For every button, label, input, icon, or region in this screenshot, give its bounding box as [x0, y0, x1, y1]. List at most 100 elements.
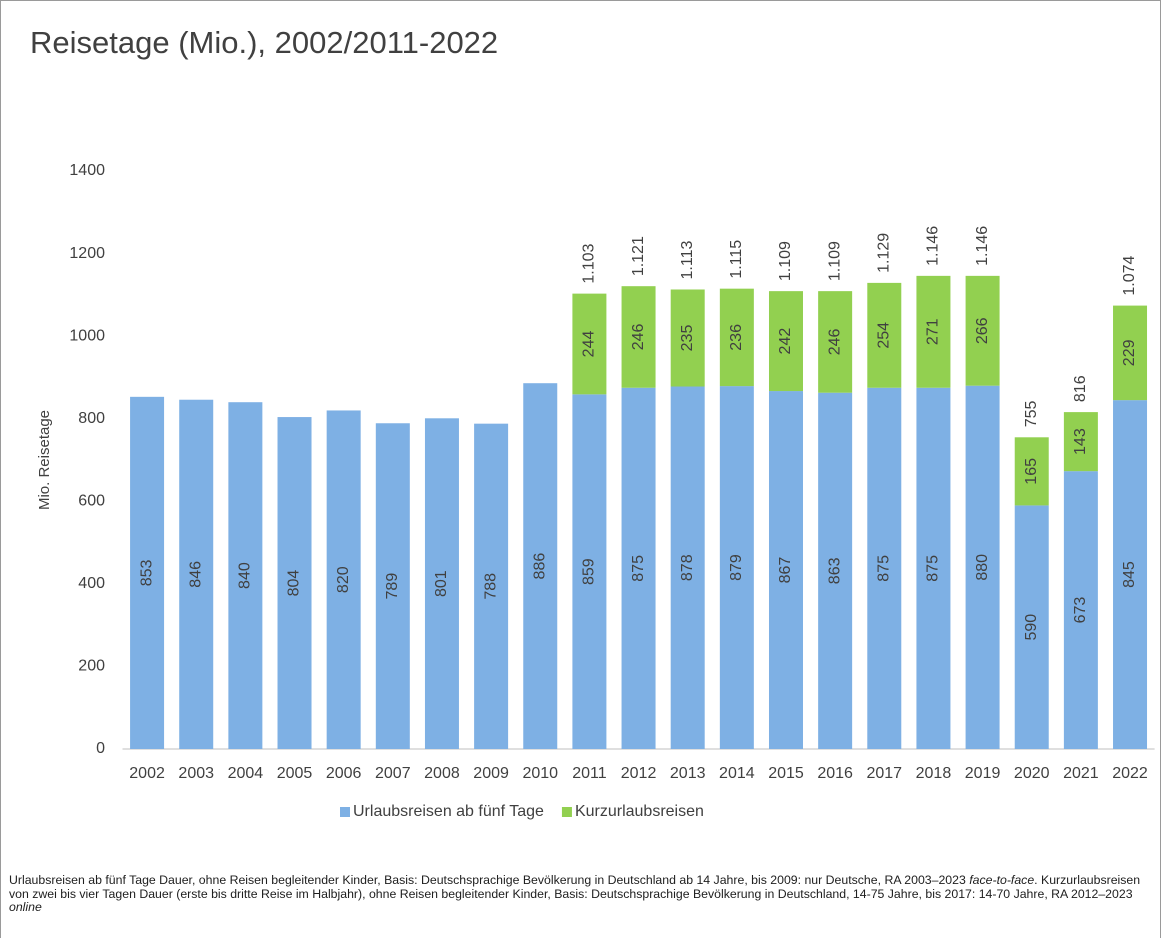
- bar-segment: [965, 385, 1000, 749]
- value-label: 804: [286, 570, 303, 597]
- x-tick-label: 2010: [522, 765, 558, 782]
- value-label: 875: [876, 555, 893, 582]
- bar-segment: [424, 418, 459, 749]
- x-tick-label: 2003: [178, 765, 214, 782]
- value-label: 673: [1072, 597, 1089, 624]
- x-tick-label: 2016: [817, 765, 853, 782]
- bar-segment: [179, 399, 214, 749]
- value-label: 878: [679, 554, 696, 581]
- value-label: 229: [1121, 339, 1138, 366]
- value-label: 165: [1023, 458, 1040, 485]
- bar-segment: [670, 289, 705, 387]
- value-label: 242: [777, 328, 794, 355]
- y-tick-label: 800: [78, 410, 105, 427]
- bar-segment: [768, 391, 803, 749]
- bar-segment: [1113, 400, 1148, 749]
- footnote-text: . Kurzurlaubsreisen von zwei bis vier Ta…: [9, 873, 1141, 901]
- value-label: 788: [482, 573, 499, 600]
- bar-segment: [326, 410, 361, 749]
- y-axis-label: Mio. Reisetage: [36, 410, 53, 510]
- value-label: 867: [777, 557, 794, 584]
- value-label: 235: [679, 325, 696, 352]
- total-label: 816: [1072, 375, 1089, 402]
- bar-segment: [965, 275, 1000, 386]
- bar-segment: [523, 383, 558, 749]
- y-tick-label: 1000: [69, 327, 105, 344]
- bar-segment: [621, 387, 656, 749]
- footnote-text: face-to-face: [969, 873, 1035, 887]
- bar-segment: [916, 275, 951, 388]
- x-tick-label: 2004: [228, 765, 264, 782]
- legend-label: Kurzurlaubsreisen: [575, 803, 704, 820]
- bar-segment: [130, 396, 165, 749]
- chart-title: Reisetage (Mio.), 2002/2011-2022: [30, 25, 498, 60]
- total-label: 1.074: [1121, 255, 1138, 295]
- bar-segment: [768, 291, 803, 392]
- x-tick-label: 2011: [572, 765, 607, 782]
- bar-segment: [818, 291, 853, 393]
- x-tick-label: 2018: [916, 765, 952, 782]
- footnote: Urlaubsreisen ab fünf Tage Dauer, ohne R…: [9, 873, 1149, 915]
- total-label: 755: [1023, 400, 1040, 427]
- value-label: 266: [974, 317, 991, 344]
- value-label: 820: [335, 566, 352, 593]
- bar-segment: [1113, 305, 1148, 401]
- legend-swatch: [561, 807, 572, 817]
- bar-segment: [572, 394, 607, 749]
- y-tick-label: 1400: [69, 162, 105, 179]
- total-label: 1.115: [728, 240, 745, 279]
- bar-segment: [719, 386, 754, 749]
- value-label: 789: [384, 573, 401, 600]
- value-label: 853: [138, 559, 155, 586]
- y-tick-label: 1200: [69, 245, 105, 262]
- x-tick-label: 2020: [1014, 765, 1050, 782]
- bar-segment: [1014, 437, 1049, 506]
- x-tick-label: 2007: [375, 765, 411, 782]
- value-label: 244: [581, 331, 598, 358]
- x-tick-label: 2006: [326, 765, 362, 782]
- total-label: 1.146: [925, 226, 942, 266]
- total-label: 1.121: [630, 236, 647, 276]
- bar-segment: [719, 288, 754, 387]
- value-label: 590: [1023, 614, 1040, 641]
- y-tick-label: 400: [78, 575, 105, 592]
- x-tick-label: 2008: [424, 765, 460, 782]
- x-tick-label: 2013: [670, 765, 706, 782]
- value-label: 246: [630, 324, 647, 351]
- x-tick-label: 2014: [719, 765, 755, 782]
- value-label: 801: [433, 570, 450, 597]
- bar-segment: [818, 392, 853, 749]
- x-tick-label: 2015: [768, 765, 804, 782]
- bar-segment: [1063, 412, 1098, 472]
- value-label: 246: [826, 328, 843, 355]
- footnote-text: Urlaubsreisen ab fünf Tage Dauer, ohne R…: [9, 873, 970, 887]
- total-label: 1.103: [581, 243, 598, 283]
- total-label: 1.109: [826, 241, 843, 281]
- bar-segment: [867, 282, 902, 388]
- value-label: 875: [630, 555, 647, 582]
- total-label: 1.109: [777, 241, 794, 281]
- legend-label: Urlaubsreisen ab fünf Tage: [353, 803, 544, 820]
- x-tick-label: 2022: [1112, 765, 1148, 782]
- legend-swatch: [340, 807, 350, 817]
- total-label: 1.146: [974, 226, 991, 266]
- bar-segment: [1063, 471, 1098, 749]
- x-tick-label: 2019: [965, 765, 1001, 782]
- value-label: 845: [1121, 561, 1138, 588]
- value-label: 886: [531, 553, 548, 580]
- value-label: 271: [925, 318, 942, 345]
- bar-segment: [277, 417, 312, 749]
- bar-segment: [916, 387, 951, 749]
- value-label: 875: [925, 555, 942, 582]
- bar-segment: [375, 423, 410, 749]
- bar-segment: [228, 402, 263, 749]
- total-label: 1.129: [876, 233, 893, 273]
- x-tick-label: 2002: [129, 765, 165, 782]
- y-tick-label: 200: [78, 658, 105, 675]
- total-label: 1.113: [679, 241, 696, 280]
- x-tick-label: 2017: [866, 765, 902, 782]
- value-label: 236: [728, 324, 745, 351]
- x-tick-label: 2021: [1063, 765, 1099, 782]
